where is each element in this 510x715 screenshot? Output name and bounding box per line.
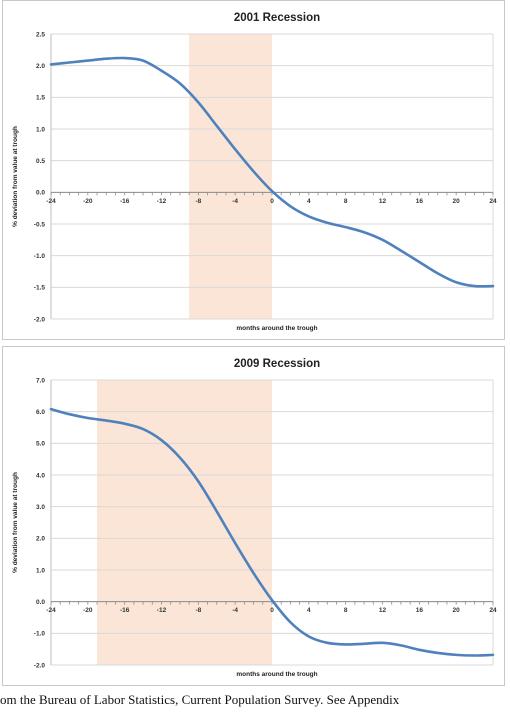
y-tick-label: 6.0: [36, 409, 45, 416]
y-tick-label: 3.0: [36, 504, 45, 511]
chart-2001-recession: 2001 Recession -2.0 -1.5 -1.0 -0.5 0.0 0.5 1.0 1…: [12, 12, 497, 332]
x-tick-label: 8: [344, 607, 348, 614]
x-tick-label: -20: [83, 198, 93, 205]
y-tick-label: 2.0: [36, 63, 45, 70]
y-tick-label: -1.0: [34, 253, 46, 260]
x-axis-label: months around the trough: [236, 325, 317, 332]
x-tick-label: -12: [157, 198, 167, 205]
y-tick-label: 5.0: [36, 441, 45, 448]
figure-caption: om the Bureau of Labor Statistics, Curre…: [0, 692, 400, 707]
x-tick-label: 20: [453, 607, 461, 614]
y-tick-label: 4.0: [36, 472, 45, 479]
y-tick-label: 0.0: [36, 190, 45, 197]
chart-panel-2001: 2001 Recession -2.0 -1.5 -1.0 -0.5 0.0 0.5 1.0 1…: [2, 0, 505, 340]
y-tick-label: 1.0: [36, 567, 45, 574]
x-tick-label: 16: [416, 198, 424, 205]
series-line: [49, 407, 495, 657]
y-axis-label: % deviation from value at trough: [12, 126, 19, 227]
y-tick-label: 2.0: [36, 536, 45, 543]
x-tick-label: 0: [270, 198, 274, 205]
chart-title: 2009 Recession: [234, 358, 320, 370]
x-tick-label: -24: [46, 607, 56, 614]
chart-panel-2009: 2009 Recession -2.0 -1.0 0.0 1.0 2.0 3.0 4.0 5.0…: [2, 346, 505, 686]
x-tick-label: 24: [489, 198, 497, 205]
y-axis-label: % deviation from value at trough: [12, 472, 19, 573]
y-tick-label: -1.5: [34, 285, 46, 292]
x-tick-label: 0: [270, 607, 274, 614]
x-tick-label: -8: [195, 607, 201, 614]
x-axis-label: months around the trough: [236, 671, 317, 678]
x-tick-label: -8: [195, 198, 201, 205]
y-tick-label: 2.5: [36, 31, 45, 38]
y-tick-label: -2.0: [34, 316, 46, 323]
chart-2009-recession: 2009 Recession -2.0 -1.0 0.0 1.0 2.0 3.0 4.0 5.0…: [12, 358, 497, 678]
x-tick-label: -12: [157, 607, 167, 614]
x-tick-label: -16: [120, 607, 130, 614]
x-tick-label: 4: [307, 198, 311, 205]
y-tick-label: -2.0: [34, 662, 46, 669]
x-tick-label: 16: [416, 607, 424, 614]
y-tick-label: -1.0: [34, 631, 46, 638]
x-tick-label: -4: [232, 198, 238, 205]
x-tick-label: 24: [489, 607, 497, 614]
chart-title: 2001 Recession: [234, 12, 320, 24]
y-tick-label: 7.0: [36, 377, 45, 384]
y-tick-label: 0.0: [36, 599, 45, 606]
x-tick-label: 4: [307, 607, 311, 614]
y-tick-label: 0.5: [36, 158, 45, 165]
x-tick-label: 12: [379, 198, 387, 205]
x-tick-label: 20: [453, 198, 461, 205]
recession-shading: [97, 380, 273, 665]
x-tick-label: -4: [232, 607, 238, 614]
x-tick-label: 12: [379, 607, 387, 614]
x-tick-label: -16: [120, 198, 130, 205]
x-tick-label: 8: [344, 198, 348, 205]
series-line: [49, 56, 495, 288]
x-tick-label: -24: [46, 198, 56, 205]
y-tick-label: 1.5: [36, 95, 45, 102]
y-tick-label: 1.0: [36, 126, 45, 133]
y-tick-label: -0.5: [34, 221, 46, 228]
x-tick-label: -20: [83, 607, 93, 614]
